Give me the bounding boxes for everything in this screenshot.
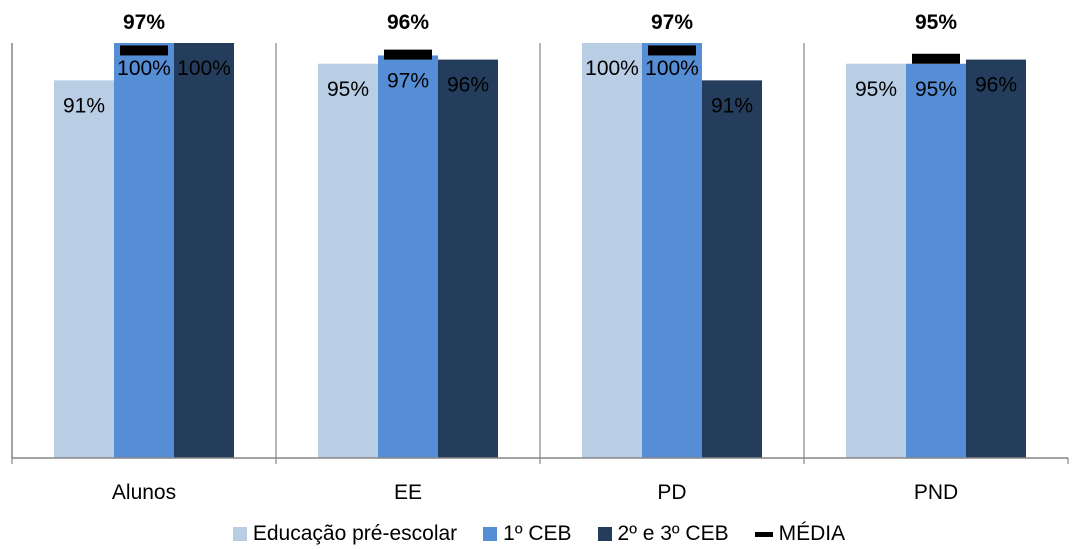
bar-pnd-series-2 (966, 59, 1026, 458)
bar-ee-series-0 (318, 63, 378, 458)
data-label-ee-series-0: 95% (327, 78, 369, 101)
bar-pd-series-0 (582, 43, 642, 458)
bars-layer (54, 43, 1026, 458)
bar-pd-series-2 (702, 80, 762, 458)
data-label-alunos-series-2: 100% (177, 57, 231, 80)
bar-alunos-series-0 (54, 80, 114, 458)
average-marker-alunos (120, 45, 168, 56)
bar-alunos-series-2 (174, 43, 234, 458)
data-label-alunos-series-1: 100% (117, 57, 171, 80)
average-marker-pd (648, 45, 696, 56)
average-label-pd: 97% (651, 11, 693, 34)
legend-item-2-3-ceb: 2º e 3º CEB (597, 522, 729, 546)
data-label-ee-series-1: 97% (387, 69, 429, 92)
average-marker-ee (384, 49, 432, 60)
average-marker-pnd (912, 53, 960, 64)
data-label-ee-series-2: 96% (447, 74, 489, 97)
legend-item-1-ceb: 1º CEB (483, 522, 572, 546)
bar-chart: 91% 100% 100% 97% Alunos 95% 97% 96% 96% EE 100% 10… (11, 11, 1069, 504)
axes-layer (11, 43, 1069, 464)
average-label-pnd: 95% (915, 11, 957, 34)
legend-label-pre-escolar: Educação pré-escolar (252, 522, 458, 545)
data-label-pnd-series-1: 95% (915, 78, 957, 101)
bar-pd-series-1 (642, 43, 702, 458)
data-label-pnd-series-0: 95% (855, 78, 897, 101)
bar-ee-series-2 (438, 59, 498, 458)
labels-layer: 91% 100% 100% 97% Alunos 95% 97% 96% 96% EE 100% 10… (63, 11, 1017, 504)
category-label-alunos: Alunos (112, 481, 176, 504)
data-label-pnd-series-2: 96% (975, 74, 1017, 97)
data-label-alunos-series-0: 91% (63, 94, 105, 117)
legend-label-2-3-ceb: 2º e 3º CEB (617, 522, 729, 545)
legend-label-1-ceb: 1º CEB (503, 522, 572, 545)
legend-swatch-1-ceb (483, 527, 498, 541)
legend-item-pre-escolar: Educação pré-escolar (232, 522, 458, 546)
bar-alunos-series-1 (114, 43, 174, 458)
average-label-alunos: 97% (123, 11, 165, 34)
category-label-pd: PD (657, 481, 686, 504)
legend-swatch-media (754, 531, 773, 537)
legend-swatch-2-3-ceb (597, 527, 612, 541)
legend-swatch-pre-escolar (232, 527, 247, 541)
bar-pnd-series-0 (846, 63, 906, 458)
category-label-pnd: PND (914, 481, 958, 504)
bar-pnd-series-1 (906, 63, 966, 458)
data-label-pd-series-0: 100% (585, 57, 639, 80)
data-label-pd-series-2: 91% (711, 94, 753, 117)
category-label-ee: EE (394, 481, 422, 504)
legend-label-media: MÉDIA (778, 522, 846, 545)
legend-item-media: MÉDIA (754, 522, 846, 546)
average-label-ee: 96% (387, 11, 429, 34)
bar-ee-series-1 (378, 55, 438, 458)
legend: Educação pré-escolar 1º CEB 2º e 3º CEB … (0, 522, 1078, 546)
data-label-pd-series-1: 100% (645, 57, 699, 80)
